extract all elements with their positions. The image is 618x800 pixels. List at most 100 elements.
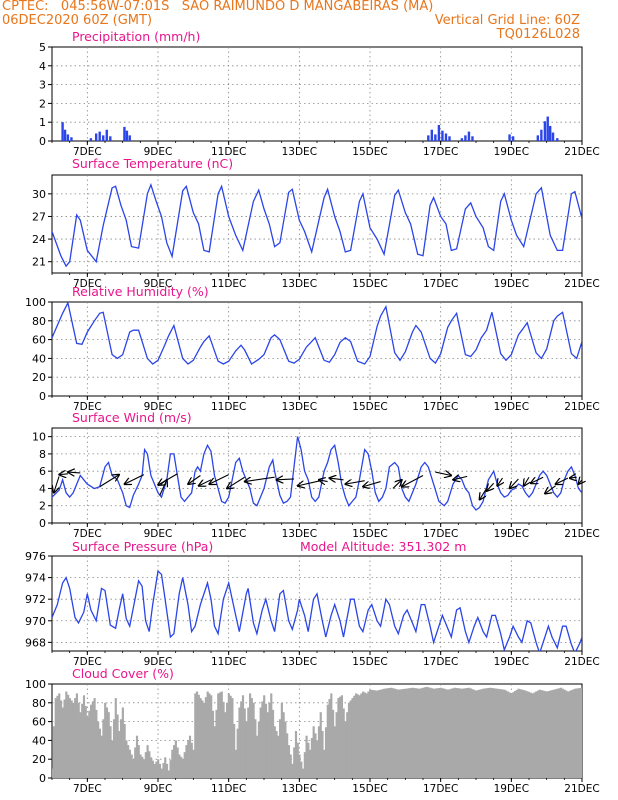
- cloud-bar: [572, 689, 575, 778]
- cloud-xtick-label: 7DEC: [73, 783, 102, 795]
- rh-series-line: [52, 302, 582, 365]
- cloud-bar: [188, 735, 192, 778]
- precip-bar: [89, 138, 93, 141]
- cloud-bar: [102, 719, 105, 778]
- cloud-title: Cloud Cover (%): [72, 666, 174, 681]
- cloud-bar: [535, 691, 538, 778]
- precip-bar: [546, 116, 549, 141]
- pres-xtick-label: 7DEC: [73, 656, 102, 668]
- cloud-bar: [137, 745, 140, 778]
- cloud-bar: [180, 756, 183, 778]
- wind-arrow: [319, 480, 328, 482]
- cloud-bar: [464, 688, 467, 778]
- cloud-bar: [275, 731, 278, 778]
- rh-xtick-label: 17DEC: [423, 401, 458, 413]
- pres-xtick-label: 11DEC: [211, 656, 246, 668]
- cloud-bar: [89, 704, 93, 778]
- cloud-bar: [418, 688, 421, 778]
- cloud-bar: [95, 709, 98, 778]
- cloud-bar: [579, 687, 582, 778]
- cloud-bar: [402, 688, 405, 778]
- cloud-bar: [321, 731, 324, 778]
- cloud-bar: [513, 691, 517, 778]
- cloud-bar: [462, 688, 465, 778]
- precip-bar: [61, 122, 64, 141]
- cloud-bar: [105, 707, 109, 778]
- cloud-bar: [240, 701, 243, 778]
- wind-arrow: [245, 476, 275, 481]
- wind-frame: [51, 427, 583, 524]
- cloud-bar: [471, 689, 474, 778]
- precip-ytick-label: 5: [39, 41, 46, 54]
- cloud-bar: [319, 712, 322, 778]
- cloud-bar: [360, 693, 363, 778]
- cloud-bar: [142, 759, 146, 778]
- cloud-bar: [326, 704, 329, 778]
- cloud-bar: [409, 687, 412, 778]
- cloud-bar: [231, 698, 234, 778]
- precip-bar: [427, 135, 430, 141]
- cloud-bar: [144, 752, 147, 778]
- cloud-bar: [56, 695, 59, 778]
- cloud-bar: [218, 692, 222, 778]
- temp-plot-area: [52, 182, 582, 268]
- cloud-bar: [545, 691, 548, 778]
- cloud-bar: [190, 742, 193, 778]
- precip-bar: [70, 137, 73, 141]
- cloud-bar: [483, 688, 487, 778]
- temp-ytick-label: 24: [32, 233, 46, 246]
- temp-ytick-label: 21: [32, 256, 46, 269]
- temp-title: Surface Temperature (nC): [72, 156, 233, 171]
- cloud-bar: [558, 688, 561, 778]
- pres-xtick-label: 21DEC: [564, 656, 599, 668]
- cloud-xtick-label: 15DEC: [352, 783, 387, 795]
- cloud-bar: [453, 687, 457, 778]
- temp-frame: [51, 174, 583, 274]
- cloud-bar: [443, 688, 446, 778]
- cloud-bar: [316, 740, 319, 778]
- rh-xtick-label: 15DEC: [352, 401, 387, 413]
- wind-ytick-label: 0: [39, 517, 46, 530]
- cloud-bar: [400, 689, 404, 778]
- cloud-bar: [169, 760, 172, 778]
- wind-arrow: [227, 476, 245, 488]
- cloud-bar: [498, 688, 501, 778]
- cloud-bar: [293, 747, 296, 778]
- cloud-bar: [515, 689, 518, 778]
- cloud-bar: [406, 688, 409, 778]
- cloud-bar: [376, 690, 379, 778]
- rh-ytick-label: 60: [32, 334, 46, 347]
- cloud-xtick-label: 19DEC: [494, 783, 529, 795]
- cloud-bar: [58, 693, 61, 778]
- cloud-bar: [399, 689, 402, 778]
- rh-ytick-label: 20: [32, 371, 46, 384]
- precip-bar: [540, 129, 543, 141]
- cloud-bar: [432, 688, 435, 778]
- cloud-bar: [65, 691, 68, 778]
- cloud-bar: [70, 700, 73, 778]
- cloud-bar: [395, 689, 398, 778]
- cloud-bar: [241, 695, 245, 778]
- cloud-bar: [529, 692, 533, 778]
- cloud-bar: [97, 721, 100, 778]
- pres-ytick-label: 974: [25, 572, 46, 585]
- wind-arrow: [556, 477, 569, 484]
- cloud-bar: [425, 686, 428, 778]
- wind-xtick-label: 9DEC: [144, 528, 173, 540]
- cloud-bar: [257, 721, 260, 778]
- cloud-bar: [538, 689, 541, 778]
- cloud-bar: [427, 687, 430, 778]
- cloud-bar: [323, 749, 326, 778]
- precip-ytick-label: 2: [39, 97, 46, 110]
- wind-arrow: [59, 474, 68, 475]
- cloud-bar: [397, 689, 400, 778]
- cloud-bar: [52, 726, 56, 778]
- cloud-bar: [501, 689, 504, 778]
- cloud-bar: [312, 726, 315, 778]
- cloud-panel: [48, 683, 583, 782]
- cloud-bar: [220, 691, 223, 778]
- cloud-bar: [439, 687, 442, 778]
- cloud-bar: [517, 688, 520, 778]
- header-grid-line: Vertical Grid Line: 60Z: [434, 13, 580, 28]
- cloud-bar: [296, 742, 299, 778]
